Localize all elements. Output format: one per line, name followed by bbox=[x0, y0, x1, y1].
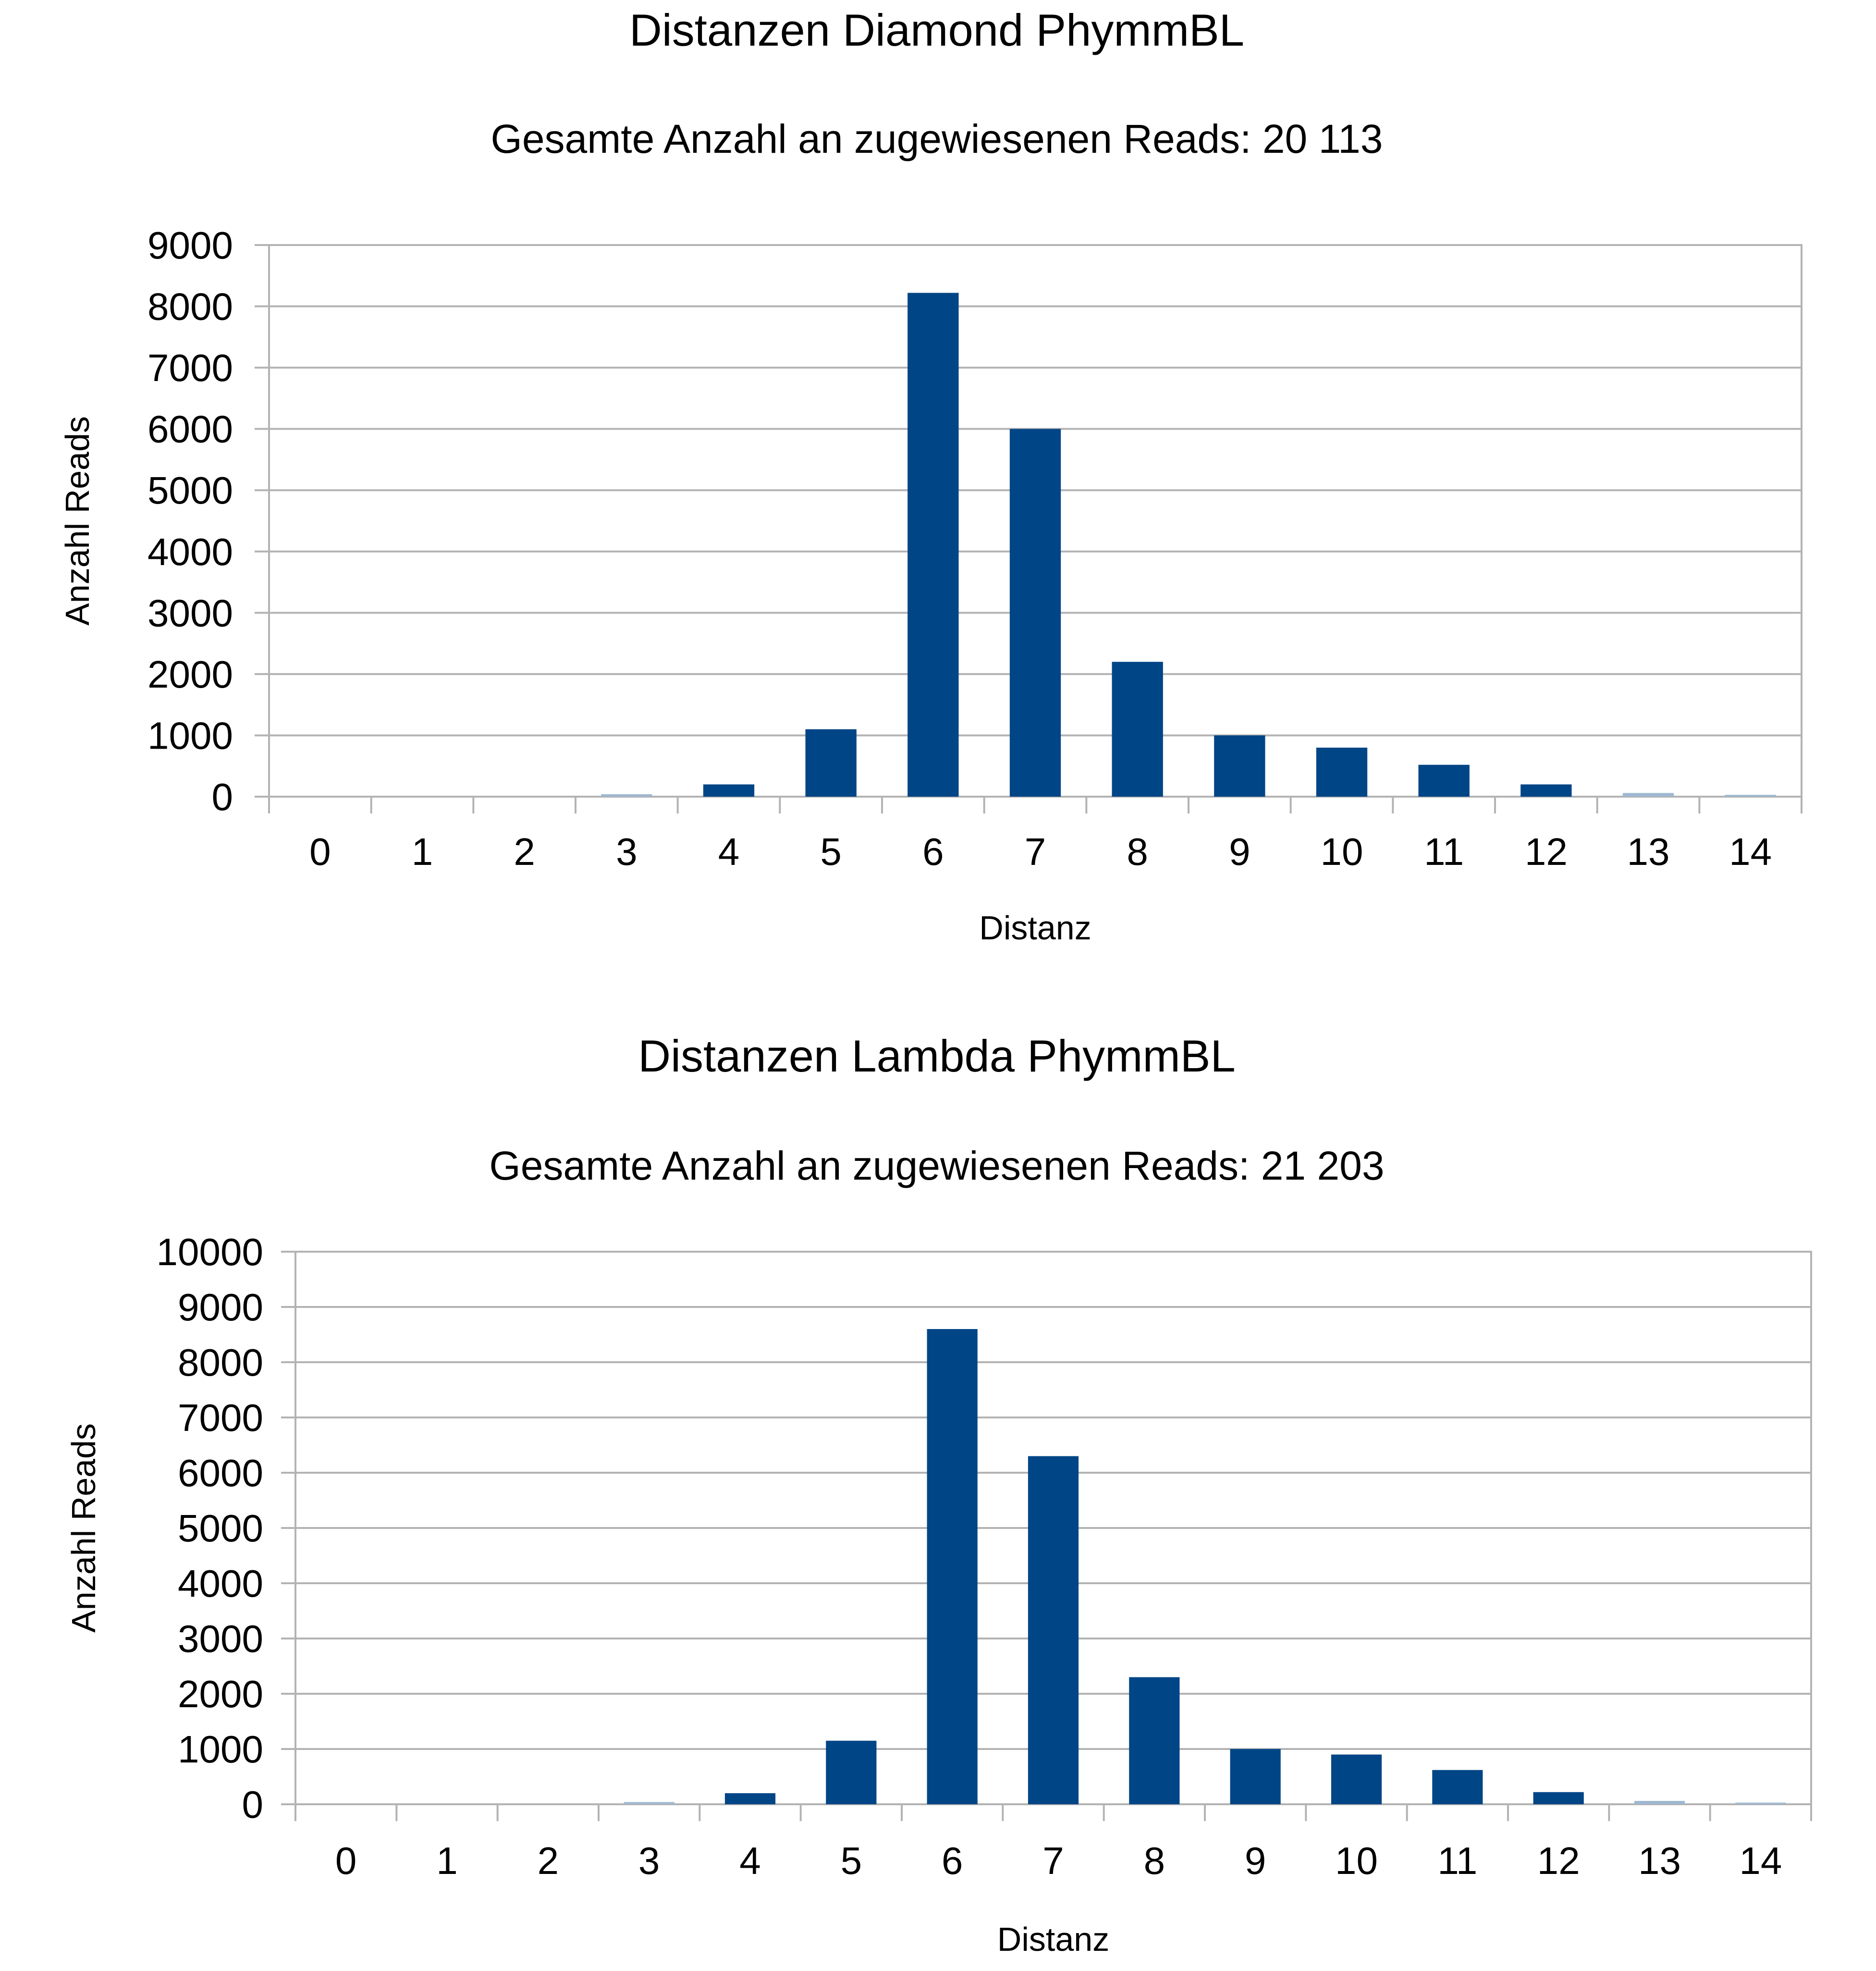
x-tick-label: 5 bbox=[820, 830, 842, 873]
y-tick-label: 9000 bbox=[178, 1286, 263, 1329]
bar-3 bbox=[601, 794, 652, 797]
y-tick-label: 7000 bbox=[178, 1396, 263, 1439]
x-tick-label: 10 bbox=[1321, 830, 1363, 873]
bar-12 bbox=[1520, 784, 1572, 797]
x-tick-label: 6 bbox=[922, 830, 944, 873]
y-tick-label: 6000 bbox=[147, 408, 233, 451]
y-tick-label: 1000 bbox=[147, 714, 233, 757]
bar-9 bbox=[1214, 735, 1265, 797]
y-tick-label: 10000 bbox=[157, 1231, 263, 1273]
x-tick-label: 1 bbox=[436, 1839, 458, 1882]
x-tick-label: 0 bbox=[309, 830, 331, 873]
bar-14 bbox=[1735, 1802, 1786, 1804]
x-axis-label: Distanz bbox=[997, 1921, 1109, 1958]
x-tick-label: 8 bbox=[1144, 1839, 1165, 1882]
x-tick-label: 4 bbox=[739, 1839, 761, 1882]
y-tick-label: 9000 bbox=[147, 224, 233, 267]
bar-8 bbox=[1112, 662, 1163, 797]
x-tick-label: 12 bbox=[1537, 1839, 1580, 1882]
y-axis-label: Anzahl Reads bbox=[59, 416, 96, 626]
x-axis-label: Distanz bbox=[979, 909, 1091, 947]
x-tick-label: 13 bbox=[1627, 830, 1670, 873]
y-tick-label: 8000 bbox=[178, 1341, 263, 1384]
x-tick-label: 9 bbox=[1245, 1839, 1266, 1882]
bar-7 bbox=[1028, 1456, 1079, 1804]
x-tick-label: 11 bbox=[1424, 830, 1464, 873]
chart-subtitle: Gesamte Anzahl an zugewiesenen Reads: 20… bbox=[490, 116, 1383, 161]
x-tick-label: 5 bbox=[841, 1839, 862, 1882]
y-tick-label: 3000 bbox=[178, 1617, 263, 1660]
x-tick-label: 1 bbox=[412, 830, 433, 873]
y-tick-label: 4000 bbox=[147, 530, 233, 573]
x-tick-label: 10 bbox=[1335, 1839, 1378, 1882]
bar-10 bbox=[1331, 1754, 1382, 1804]
x-tick-label: 8 bbox=[1127, 830, 1148, 873]
y-tick-label: 3000 bbox=[147, 591, 233, 634]
bar-4 bbox=[724, 1793, 776, 1804]
bar-7 bbox=[1009, 429, 1061, 797]
bar-9 bbox=[1230, 1749, 1281, 1804]
x-tick-label: 6 bbox=[942, 1839, 963, 1882]
y-tick-label: 1000 bbox=[178, 1728, 263, 1771]
chart-subtitle: Gesamte Anzahl an zugewiesenen Reads: 21… bbox=[489, 1143, 1384, 1188]
y-tick-label: 5000 bbox=[147, 469, 233, 512]
y-tick-label: 6000 bbox=[178, 1452, 263, 1494]
bar-6 bbox=[927, 1329, 978, 1804]
chart-1: Distanzen Diamond PhymmBL Gesamte Anzahl … bbox=[59, 5, 1802, 947]
x-tick-label: 14 bbox=[1739, 1839, 1782, 1882]
y-tick-label: 0 bbox=[242, 1783, 264, 1826]
x-tick-label: 12 bbox=[1525, 830, 1568, 873]
bar-11 bbox=[1418, 764, 1470, 797]
y-axis-label: Anzahl Reads bbox=[65, 1423, 102, 1633]
x-tick-label: 4 bbox=[718, 830, 740, 873]
y-tick-label: 0 bbox=[212, 776, 233, 818]
y-tick-label: 2000 bbox=[178, 1673, 263, 1715]
bar-8 bbox=[1129, 1677, 1180, 1804]
y-tick-label: 2000 bbox=[147, 653, 233, 696]
bar-10 bbox=[1316, 747, 1368, 797]
bar-11 bbox=[1432, 1770, 1483, 1804]
bar-13 bbox=[1622, 793, 1674, 797]
x-tick-label: 2 bbox=[538, 1839, 559, 1882]
x-tick-label: 3 bbox=[616, 830, 638, 873]
x-tick-label: 3 bbox=[638, 1839, 660, 1882]
y-tick-label: 8000 bbox=[147, 285, 233, 328]
x-tick-label: 2 bbox=[514, 830, 535, 873]
x-tick-label: 7 bbox=[1042, 1839, 1064, 1882]
chart-2: Distanzen Lambda PhymmBL Gesamte Anzahl a… bbox=[65, 1031, 1812, 1958]
y-tick-label: 5000 bbox=[178, 1507, 263, 1550]
x-tick-label: 0 bbox=[335, 1839, 357, 1882]
x-tick-label: 9 bbox=[1229, 830, 1251, 873]
bar-14 bbox=[1725, 795, 1776, 797]
bar-3 bbox=[624, 1802, 674, 1804]
bar-5 bbox=[805, 729, 857, 797]
bar-13 bbox=[1634, 1801, 1685, 1804]
y-tick-label: 4000 bbox=[178, 1562, 263, 1605]
x-tick-label: 13 bbox=[1638, 1839, 1681, 1882]
x-tick-label: 14 bbox=[1729, 830, 1772, 873]
bar-4 bbox=[703, 784, 755, 797]
x-tick-label: 7 bbox=[1025, 830, 1046, 873]
bar-12 bbox=[1533, 1792, 1584, 1804]
chart-title: Distanzen Lambda PhymmBL bbox=[638, 1031, 1235, 1081]
x-tick-label: 11 bbox=[1437, 1839, 1477, 1882]
bar-6 bbox=[907, 293, 959, 797]
bar-5 bbox=[826, 1740, 877, 1804]
y-tick-label: 7000 bbox=[147, 346, 233, 389]
chart-title: Distanzen Diamond PhymmBL bbox=[629, 5, 1244, 55]
